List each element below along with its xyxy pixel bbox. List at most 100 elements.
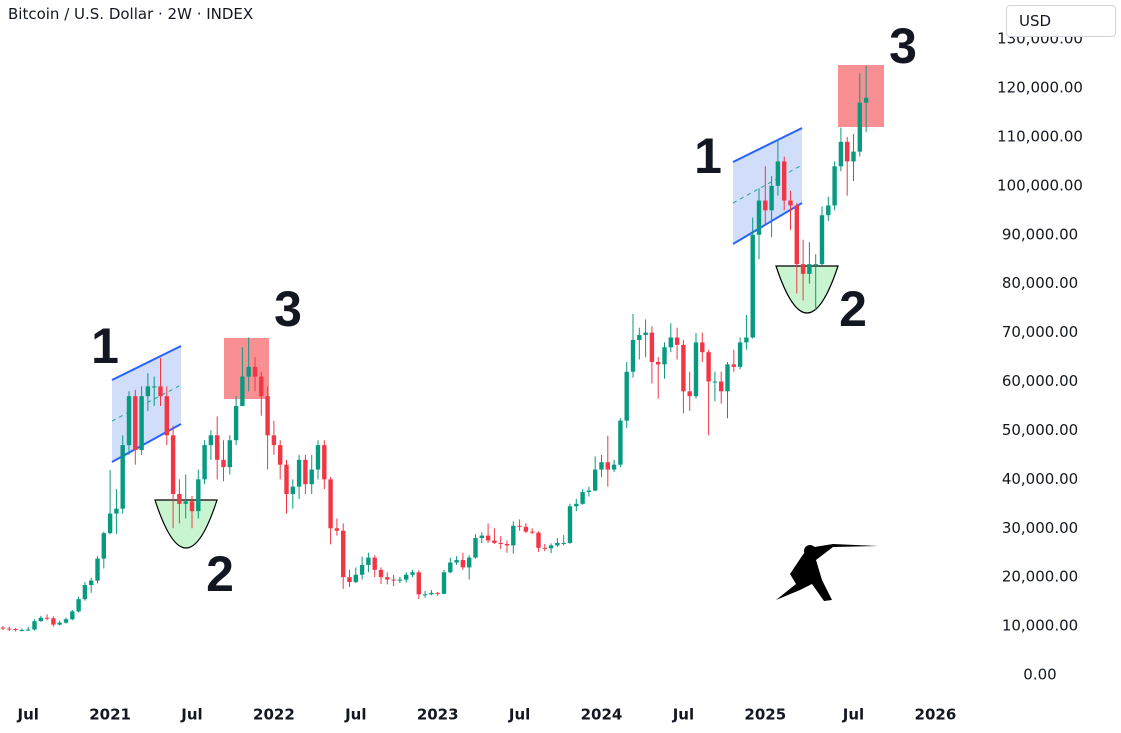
candle-body	[271, 435, 277, 446]
y-tick-label: 0.00	[1023, 666, 1056, 684]
candle-body	[706, 352, 711, 382]
candle-body	[624, 371, 629, 421]
candle-body	[580, 492, 585, 504]
candle-body	[70, 611, 75, 620]
candle-body	[561, 542, 566, 544]
y-tick-label: 70,000.00	[1002, 323, 1078, 341]
candle-body	[800, 264, 806, 274]
candle-body	[341, 530, 346, 578]
candle-body	[265, 396, 270, 436]
annotation: 3	[274, 281, 302, 337]
x-tick-label: 2025	[744, 706, 786, 724]
candle-body	[208, 435, 214, 446]
candle-body	[57, 622, 62, 625]
channel-line	[732, 127, 803, 163]
candle-body	[611, 464, 617, 470]
candle-body	[599, 462, 604, 470]
candle-body	[574, 503, 579, 507]
bowl	[154, 499, 218, 549]
candle-body	[492, 540, 497, 543]
candle-body	[334, 528, 340, 531]
candle-body	[89, 580, 94, 585]
candle-body	[126, 396, 132, 446]
candle-body	[38, 617, 43, 622]
candle-body	[586, 490, 592, 493]
candle-body	[769, 185, 774, 211]
y-tick-label: 10,000.00	[1002, 617, 1078, 635]
candle-body	[189, 501, 195, 512]
candle-body	[719, 381, 724, 392]
annotation: 3	[889, 18, 917, 74]
candle-body	[845, 141, 850, 162]
candle-body	[410, 572, 415, 575]
candle-body	[826, 205, 831, 216]
candle-body	[662, 347, 667, 365]
candle-body	[668, 337, 673, 348]
candle-body	[788, 200, 793, 206]
channel-mid	[732, 164, 803, 204]
currency-button[interactable]: USD	[1006, 5, 1116, 37]
candle-body	[177, 494, 182, 504]
candle-body	[819, 215, 825, 265]
candle-body	[315, 445, 321, 470]
x-tick-label: 2026	[915, 706, 957, 724]
y-tick-label: 60,000.00	[1002, 372, 1078, 390]
candle-body	[618, 420, 623, 465]
x-tick-label: 2022	[253, 706, 295, 724]
candle-body	[517, 525, 522, 527]
candle-body	[246, 366, 251, 377]
candle-body	[0, 627, 6, 629]
candle-body	[435, 592, 440, 594]
candle-body	[114, 508, 119, 514]
candle-body	[498, 542, 503, 544]
candle-body	[221, 459, 226, 468]
candle-body	[422, 594, 428, 596]
candle-body	[429, 592, 434, 595]
candle-body	[385, 577, 390, 580]
y-tick-label: 110,000.00	[997, 127, 1083, 145]
candle-body	[145, 386, 151, 397]
candle-body	[448, 562, 453, 573]
candle-body	[687, 391, 692, 397]
candle-body	[19, 630, 25, 631]
candle-body	[832, 166, 837, 206]
candle-body	[152, 386, 157, 388]
candle-body	[290, 486, 295, 495]
candle-body	[170, 435, 176, 495]
candle-body	[542, 547, 547, 549]
candle-body	[359, 564, 365, 575]
candle-body	[485, 535, 491, 541]
x-tick-label: 2023	[417, 706, 459, 724]
candle-body	[284, 464, 289, 495]
candle-body	[107, 513, 113, 534]
candle-body	[404, 574, 409, 580]
candle-body	[32, 621, 37, 630]
candle-body	[530, 531, 535, 533]
candle-body	[794, 205, 799, 265]
candle-body	[479, 535, 484, 539]
candle-body	[838, 141, 844, 167]
candle-body	[51, 618, 56, 625]
candle-body	[763, 200, 768, 211]
candle-body	[164, 396, 169, 436]
candle-body	[630, 339, 636, 372]
candle-body	[504, 543, 510, 546]
y-tick-label: 90,000.00	[1002, 225, 1078, 243]
y-tick-label: 120,000.00	[997, 79, 1083, 97]
candle-body	[233, 405, 239, 441]
candle-body	[744, 337, 749, 343]
candle-body	[240, 376, 245, 406]
candle-body	[372, 557, 377, 570]
x-tick-label: Jul	[842, 706, 864, 724]
candle-body	[656, 361, 661, 365]
candle-body	[202, 445, 207, 480]
candle-body	[13, 629, 18, 631]
x-tick-label: Jul	[180, 706, 202, 724]
candle-body	[278, 445, 283, 465]
candle-body	[737, 342, 743, 367]
candle-body	[95, 558, 100, 581]
x-tick-label: 2024	[581, 706, 623, 724]
candle-body	[416, 572, 421, 595]
candle-body	[454, 560, 459, 563]
